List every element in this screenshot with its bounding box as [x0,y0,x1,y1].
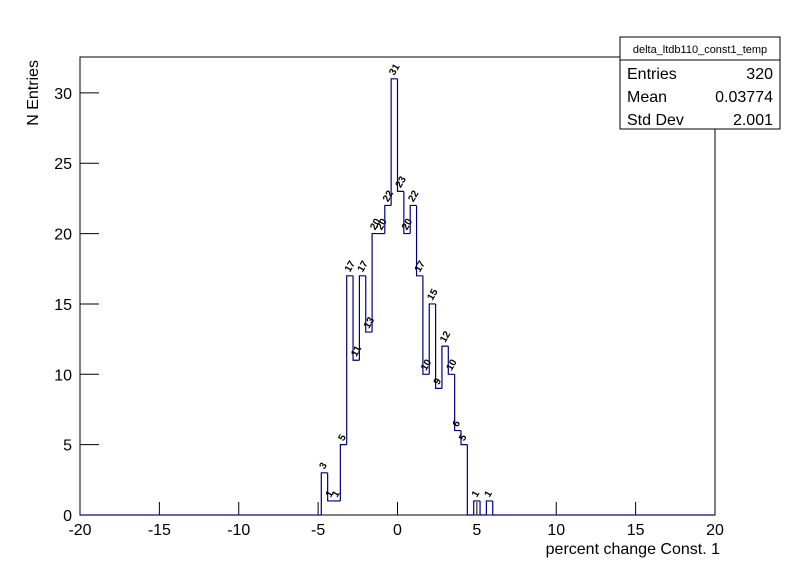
histogram-bin [390,78,398,206]
x-tick-label: -15 [148,522,171,539]
histogram-bin [346,275,354,445]
histogram-bin [441,345,449,389]
bin-label: 20 [400,217,415,233]
bin-label: 12 [438,329,453,345]
histogram-bin [384,204,392,234]
y-tick-label: 0 [63,508,72,525]
histogram-bin [358,275,366,361]
histogram-bin [365,275,373,333]
histogram-bin [435,303,442,389]
bin-label: 20 [375,217,390,233]
histogram-bin [409,204,417,234]
stats-value: 320 [746,66,773,83]
bin-label: 1 [470,489,483,500]
x-tick-label: 10 [547,522,565,539]
bin-label: 1 [330,489,343,500]
bin-label: 31 [387,62,402,78]
bin-label: 10 [419,357,434,373]
bin-label: 9 [432,376,445,387]
histogram-bin [352,275,360,361]
x-tick-label: 15 [627,522,645,539]
x-tick-label: -10 [227,522,250,539]
histogram-bin [492,500,500,516]
bin-label: 6 [451,418,464,429]
stats-key: Entries [627,66,677,83]
y-tick-label: 30 [54,86,72,103]
histogram-bin [460,430,468,446]
histogram-bin [327,472,334,502]
bin-label: 22 [381,188,396,204]
x-tick-label: 0 [393,522,402,539]
bin-label: 5 [337,432,350,443]
stats-key: Mean [627,89,667,106]
bin-label: 1 [324,489,337,500]
x-axis-title: percent change Const. 1 [546,541,720,558]
stats-frame [619,36,781,130]
histogram-bin [473,500,481,515]
histogram-bin [422,275,430,375]
x-tick-label: -5 [311,522,325,539]
histogram-bin [485,500,493,515]
y-tick-label: 15 [54,297,72,314]
x-tick-label: 20 [706,522,724,539]
bin-label: 23 [394,174,409,190]
y-tick-label: 10 [54,367,72,384]
histogram-bin [339,444,347,501]
bin-label: 13 [362,315,377,331]
stats-title: delta_ltdb110_const1_temp [633,44,767,56]
bin-label: 10 [445,357,460,373]
histogram-bin [466,444,474,516]
histogram-bin [320,472,328,515]
stats-value: 2.001 [733,112,773,129]
histogram-bin [454,374,461,432]
bin-label: 17 [413,259,428,275]
y-axis-title: N Entries [25,60,42,126]
bin-label: 15 [425,287,440,303]
y-tick-label: 5 [63,438,72,455]
histogram-bin [371,232,379,333]
histogram-bin [415,205,423,277]
bin-label: 17 [343,259,358,275]
histogram-bin [396,78,404,192]
bin-label: 5 [457,432,470,443]
histogram-bin [479,500,487,516]
y-tick-label: 20 [54,227,72,244]
stats-key: Std Dev [627,112,684,129]
y-tick-label: 25 [54,156,72,173]
histogram-bin [403,191,411,235]
bin-label: 20 [368,217,383,233]
bin-label: 3 [318,461,331,472]
x-tick-label: 5 [472,522,481,539]
histogram-bin [447,346,455,375]
histogram-bin [428,303,436,375]
x-tick-label: -20 [68,522,91,539]
bin-label: 22 [406,188,421,204]
stats-box: delta_ltdb110_const1_temp [619,36,781,130]
bin-label: 1 [483,489,496,500]
stats-value: 0.03774 [715,89,773,106]
bin-label: 17 [356,259,371,275]
